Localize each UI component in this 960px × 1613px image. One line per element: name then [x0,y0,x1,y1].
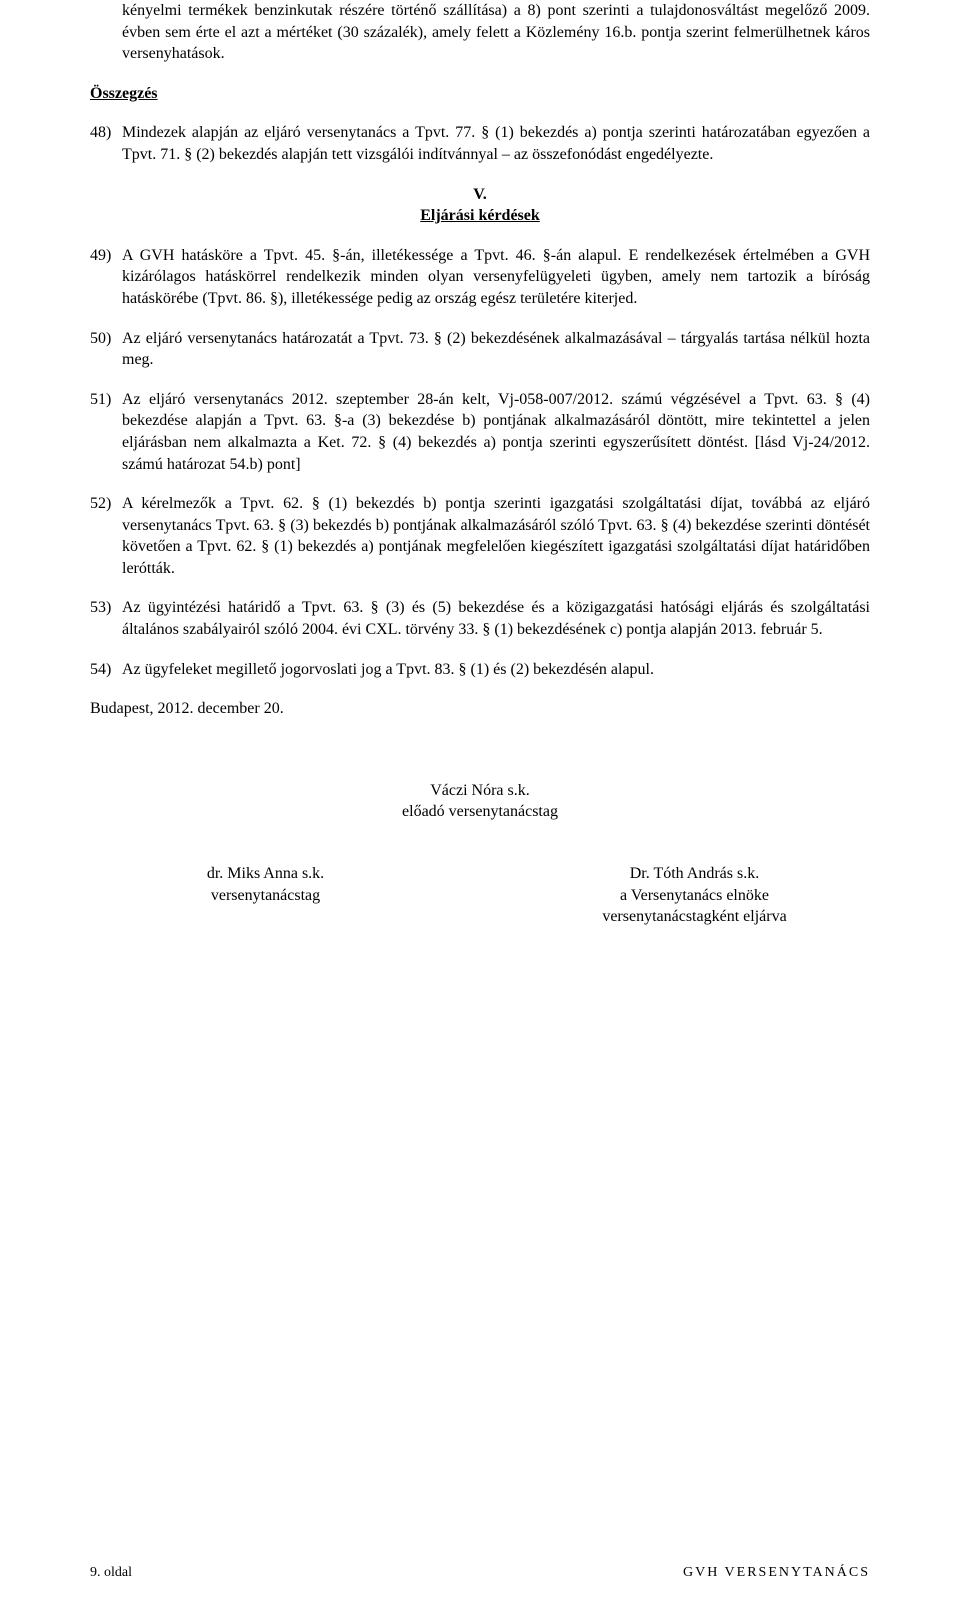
item-text: A kérelmezők a Tpvt. 62. § (1) bekezdés … [122,493,870,579]
list-item-52: 52) A kérelmezők a Tpvt. 62. § (1) bekez… [90,493,870,579]
roman-numeral: V. [90,184,870,206]
signatory-role: a Versenytanács elnöke [519,885,870,907]
signatory-name: Dr. Tóth András s.k. [519,863,870,885]
item-number: 53) [90,597,122,640]
signatory-role: versenytanácstagként eljárva [519,906,870,928]
list-item-51: 51) Az eljáró versenytanács 2012. szepte… [90,389,870,475]
signatory-role: előadó versenytanácstag [90,801,870,823]
item-number: 50) [90,328,122,371]
signatory-role: versenytanácstag [90,885,441,907]
item-text: Az eljáró versenytanács 2012. szeptember… [122,389,870,475]
page-number: 9. oldal [90,1564,132,1583]
item-number: 51) [90,389,122,475]
summary-heading: Összegzés [90,83,870,105]
date-line: Budapest, 2012. december 20. [90,698,870,720]
item-text: Az ügyfeleket megillető jogorvoslati jog… [122,659,870,681]
continued-paragraph: kényelmi termékek benzinkutak részére tö… [90,0,870,65]
section-v-heading: V. Eljárási kérdések [90,184,870,227]
item-number: 54) [90,659,122,681]
list-item-49: 49) A GVH hatásköre a Tpvt. 45. §-án, il… [90,245,870,310]
list-item-48: 48) Mindezek alapján az eljáró versenyta… [90,122,870,165]
signature-row: dr. Miks Anna s.k. versenytanácstag Dr. … [90,863,870,928]
item-number: 52) [90,493,122,579]
list-item-50: 50) Az eljáró versenytanács határozatát … [90,328,870,371]
section-title: Eljárási kérdések [90,205,870,227]
item-text: Az ügyintézési határidő a Tpvt. 63. § (3… [122,597,870,640]
signatory-name: dr. Miks Anna s.k. [90,863,441,885]
signature-left: dr. Miks Anna s.k. versenytanácstag [90,863,441,928]
item-number: 48) [90,122,122,165]
signature-center: Váczi Nóra s.k. előadó versenytanácstag [90,780,870,823]
item-text: A GVH hatásköre a Tpvt. 45. §-án, illeté… [122,245,870,310]
signature-right: Dr. Tóth András s.k. a Versenytanács eln… [519,863,870,928]
footer-org: GVH VERSENYTANÁCS [683,1564,870,1583]
list-item-54: 54) Az ügyfeleket megillető jogorvoslati… [90,659,870,681]
list-item-53: 53) Az ügyintézési határidő a Tpvt. 63. … [90,597,870,640]
item-text: Mindezek alapján az eljáró versenytanács… [122,122,870,165]
item-text: Az eljáró versenytanács határozatát a Tp… [122,328,870,371]
page-footer: 9. oldal GVH VERSENYTANÁCS [90,1564,870,1583]
signatory-name: Váczi Nóra s.k. [90,780,870,802]
item-number: 49) [90,245,122,310]
